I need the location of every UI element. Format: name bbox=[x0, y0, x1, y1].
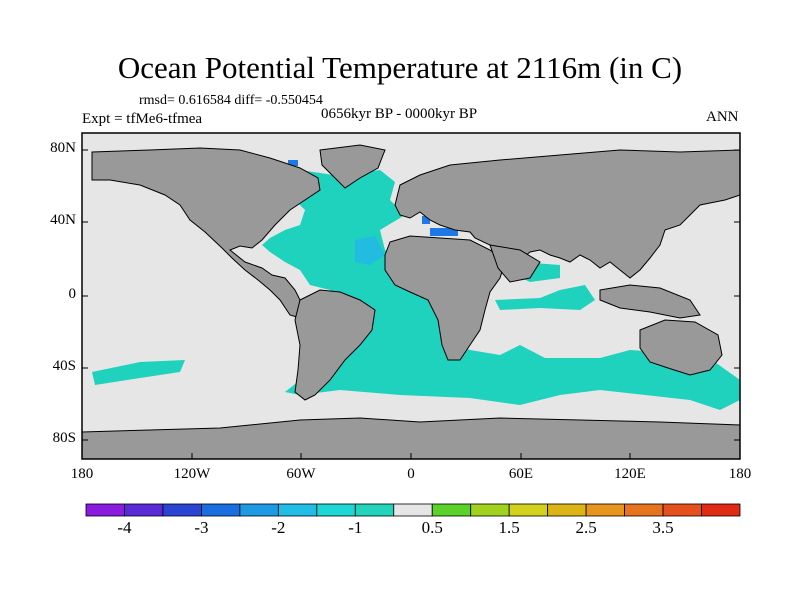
black-sea-anomaly bbox=[422, 216, 430, 224]
y-axis-ticks bbox=[82, 149, 740, 441]
colorbar-swatch bbox=[662, 503, 702, 517]
land-arabia bbox=[489, 244, 541, 283]
x-label-60e: 60E bbox=[508, 466, 534, 482]
colorbar-swatch bbox=[624, 503, 664, 517]
colorbar-label: -2 bbox=[271, 518, 286, 537]
period-label: 0656kyr BP - 0000kyr BP bbox=[321, 106, 478, 122]
x-label-180e: 180 bbox=[728, 466, 752, 482]
colorbar-label: -4 bbox=[117, 518, 132, 537]
land-eurasia bbox=[394, 149, 741, 279]
experiment-label: Expt = tfMe6-tfmea bbox=[82, 111, 203, 127]
season-label: ANN bbox=[706, 109, 739, 125]
colorbar-swatch bbox=[277, 503, 318, 517]
colorbar-label: 2.5 bbox=[575, 518, 597, 537]
colorbar-label: 0.5 bbox=[421, 518, 443, 537]
colorbar-swatch bbox=[239, 503, 279, 517]
colorbar-swatch bbox=[354, 503, 395, 517]
colorbar-swatch bbox=[547, 503, 587, 517]
x-label-60w: 60W bbox=[286, 466, 316, 482]
land-africa bbox=[384, 235, 506, 361]
y-label-80s: 80S bbox=[52, 430, 76, 446]
land-australia bbox=[639, 319, 723, 376]
land-north-america bbox=[91, 147, 321, 319]
land-se-asia bbox=[599, 284, 701, 319]
colorbar-swatch bbox=[393, 503, 433, 517]
colorbar-swatch bbox=[124, 503, 164, 517]
colorbar bbox=[85, 503, 741, 517]
mediterranean-anomaly bbox=[430, 228, 458, 236]
colorbar-swatch bbox=[508, 503, 549, 517]
arctic-anomaly bbox=[288, 160, 298, 166]
x-label-180w: 180 bbox=[70, 466, 94, 482]
land-greenland bbox=[319, 144, 386, 189]
gulf-anomaly bbox=[355, 236, 385, 265]
land-south-america bbox=[294, 289, 376, 401]
x-label-0: 0 bbox=[407, 466, 415, 482]
x-axis-ticks bbox=[81, 453, 741, 459]
colorbar-swatch bbox=[701, 503, 741, 517]
colorbar-label: -3 bbox=[194, 518, 209, 537]
colorbar-swatch bbox=[431, 503, 472, 517]
colorbar-swatch bbox=[162, 503, 202, 517]
land-masses bbox=[81, 144, 741, 460]
colorbar-swatch bbox=[470, 503, 510, 517]
colorbar-swatch bbox=[201, 503, 241, 517]
y-label-80n: 80N bbox=[50, 140, 76, 156]
map-title: Ocean Potential Temperature at 2116m (in… bbox=[117, 50, 683, 85]
colorbar-swatch bbox=[85, 503, 125, 517]
atlantic-anomaly bbox=[262, 170, 740, 410]
x-label-120e: 120E bbox=[614, 466, 646, 482]
colorbar-label: 1.5 bbox=[498, 518, 520, 537]
pacific-south-anomaly bbox=[92, 360, 185, 385]
x-label-120w: 120W bbox=[173, 466, 211, 482]
y-label-40s: 40S bbox=[52, 358, 76, 374]
colorbar-swatch bbox=[316, 503, 356, 517]
indian-ocean-anomaly bbox=[495, 285, 595, 310]
colorbar-label: 3.5 bbox=[652, 518, 674, 537]
y-label-40n: 40N bbox=[50, 212, 76, 228]
colorbar-swatch bbox=[585, 503, 625, 517]
colorbar-label: -1 bbox=[348, 518, 363, 537]
y-label-0: 0 bbox=[68, 286, 77, 302]
stats-text: rmsd= 0.616584 diff= -0.550454 bbox=[139, 93, 323, 108]
